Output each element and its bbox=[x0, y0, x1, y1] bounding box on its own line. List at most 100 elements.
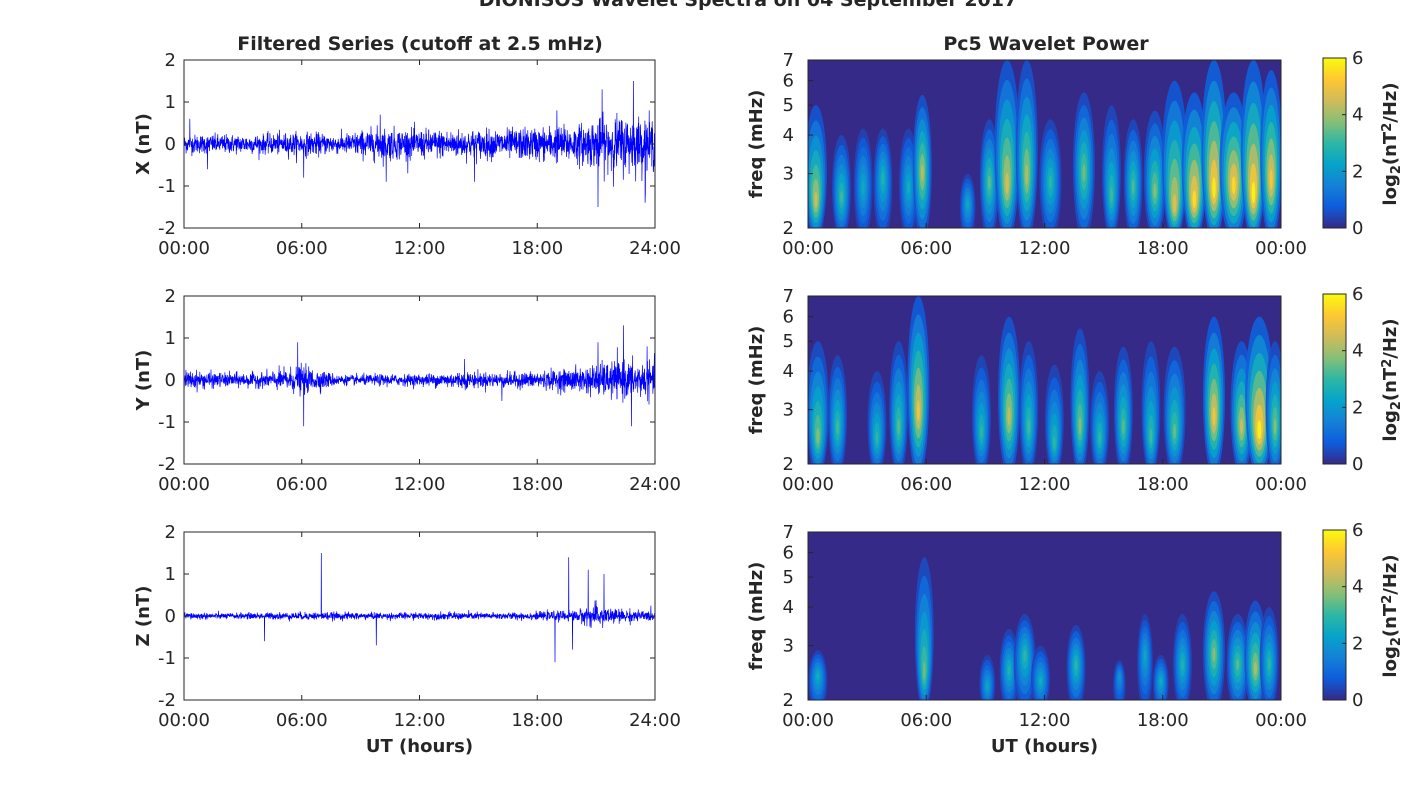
x-tick-label: 00:00 bbox=[782, 474, 834, 495]
spectral-blob bbox=[1025, 164, 1029, 186]
x-tick-label: 00:00 bbox=[158, 710, 210, 731]
spectral-blob bbox=[1253, 661, 1257, 676]
colorbar: 6 4 2 0 log2(nT2/Hz) bbox=[1322, 520, 1404, 711]
colorbar-tick-label: 0 bbox=[1352, 454, 1363, 475]
spectral-blob bbox=[1007, 665, 1011, 676]
y-tick-label: 4 bbox=[783, 597, 794, 618]
colorbar-label: log2(nT2/Hz) bbox=[1380, 318, 1404, 441]
panels: 210-1-200:00 06:00 12:00 18:00 24:00X (nT)21… bbox=[133, 48, 1404, 757]
colorbar: 6 4 2 0 log2(nT2/Hz) bbox=[1322, 48, 1404, 239]
y-tick-label: 5 bbox=[783, 567, 794, 588]
spectral-blob bbox=[1181, 658, 1184, 671]
spectral-blob bbox=[1053, 435, 1056, 449]
y-tick-label: 2 bbox=[165, 50, 176, 71]
colorbar-gradient bbox=[1323, 58, 1346, 228]
y-tick-label: 1 bbox=[165, 564, 176, 585]
x-tick-label: 12:00 bbox=[1019, 238, 1071, 259]
spectral-blob bbox=[1078, 417, 1082, 435]
spectral-blob bbox=[1027, 418, 1031, 435]
x-tick-label: 00:00 bbox=[782, 238, 834, 259]
colorbar-gradient bbox=[1323, 530, 1346, 700]
y-tick-label: 7 bbox=[783, 522, 794, 543]
y-axis-label: freq (mHz) bbox=[746, 90, 767, 199]
y-tick-label: 4 bbox=[783, 361, 794, 382]
y-tick-label: 7 bbox=[783, 286, 794, 307]
x-tick-label: 18:00 bbox=[511, 474, 563, 495]
spectral-blob bbox=[836, 420, 839, 435]
x-tick-label: 18:00 bbox=[1137, 238, 1189, 259]
colorbar-tick-label: 6 bbox=[1352, 48, 1363, 69]
x-tick-label: 12:00 bbox=[394, 710, 446, 731]
y-axis-label: freq (mHz) bbox=[746, 326, 767, 435]
spectral-blob bbox=[922, 661, 926, 680]
spectral-blob bbox=[1251, 181, 1256, 204]
colorbar-tick-label: 6 bbox=[1352, 284, 1363, 305]
spectral-blob bbox=[840, 190, 843, 204]
spectral-blob bbox=[1269, 169, 1273, 190]
spectral-blob bbox=[1212, 647, 1216, 662]
spectral-blob bbox=[1273, 418, 1277, 435]
spectral-blob bbox=[966, 200, 969, 208]
spectral-blob bbox=[987, 175, 991, 190]
figure-suptitle: DIONISOS Wavelet Spectra on 04 September… bbox=[479, 0, 1017, 11]
series-line-y bbox=[183, 325, 656, 427]
y-tick-label: -2 bbox=[158, 690, 176, 711]
right-column-title: Pc5 Wavelet Power bbox=[943, 33, 1149, 55]
colorbar-tick-label: 2 bbox=[1352, 633, 1363, 654]
colorbar-label: log2(nT2/Hz) bbox=[1380, 554, 1404, 677]
x-axis-label-right: UT (hours) bbox=[991, 736, 1098, 757]
spectral-blob bbox=[1212, 406, 1216, 426]
y-tick-label: 3 bbox=[783, 400, 794, 421]
y-axis-label: Z (nT) bbox=[133, 586, 154, 647]
spectral-blob bbox=[920, 164, 924, 182]
colorbar-tick-label: 6 bbox=[1352, 520, 1363, 541]
x-tick-label: 18:00 bbox=[511, 238, 563, 259]
spectral-blob bbox=[1172, 423, 1177, 440]
y-axis-label: freq (mHz) bbox=[746, 562, 767, 671]
spectral-blob bbox=[1118, 673, 1121, 680]
x-tick-label: 12:00 bbox=[1019, 710, 1071, 731]
y-tick-label: 1 bbox=[165, 92, 176, 113]
colorbar-label: log2(nT2/Hz) bbox=[1380, 82, 1404, 205]
spectral-blob bbox=[1159, 678, 1162, 685]
colorbar-tick-label: 4 bbox=[1352, 577, 1363, 598]
spectral-blob bbox=[861, 180, 865, 194]
spectral-blob bbox=[1240, 418, 1244, 435]
spectral-blob bbox=[916, 400, 920, 422]
x-tick-label: 06:00 bbox=[276, 710, 328, 731]
colorbar-tick-label: 0 bbox=[1352, 690, 1363, 711]
spectrogram-background bbox=[808, 296, 1281, 464]
timeseries-panel-y: 2 1 0 -1 -200:00 06:00 12:00 18:00 24:00 Y (nT) bbox=[133, 286, 681, 495]
spectrogram-blobs bbox=[808, 557, 1279, 700]
y-tick-label: 4 bbox=[783, 125, 794, 146]
spectral-blob bbox=[1153, 183, 1157, 199]
y-tick-label: 2 bbox=[165, 286, 176, 307]
series-line-x bbox=[183, 80, 656, 208]
colorbar-tick-label: 0 bbox=[1352, 218, 1363, 239]
spectral-blob bbox=[1082, 164, 1086, 182]
y-tick-label: -1 bbox=[158, 648, 176, 669]
spectral-blob bbox=[814, 191, 818, 208]
spectral-blob bbox=[1236, 658, 1240, 671]
x-tick-label: 00:00 bbox=[1255, 710, 1307, 731]
colorbar-gradient bbox=[1323, 294, 1346, 464]
spectral-blob bbox=[875, 431, 879, 444]
spectral-blob bbox=[1143, 650, 1147, 662]
colorbar-frame bbox=[1322, 57, 1347, 229]
y-axis-label: Y (nT) bbox=[133, 350, 154, 412]
spectral-blob bbox=[816, 427, 820, 444]
colorbar-tick-label: 4 bbox=[1352, 341, 1363, 362]
spectral-blob bbox=[1121, 419, 1125, 435]
x-tick-label: 24:00 bbox=[629, 238, 681, 259]
left-column-title: Filtered Series (cutoff at 2.5 mHz) bbox=[237, 33, 603, 55]
spectral-blob bbox=[1110, 187, 1113, 204]
series-line-z bbox=[183, 552, 656, 663]
y-tick-label: -1 bbox=[158, 412, 176, 433]
spectral-blob bbox=[1005, 172, 1009, 194]
y-tick-label: 0 bbox=[165, 134, 176, 155]
x-tick-label: 00:00 bbox=[782, 710, 834, 731]
x-tick-label: 18:00 bbox=[1137, 710, 1189, 731]
spectral-blob bbox=[1257, 420, 1262, 440]
spectral-blob bbox=[1231, 176, 1236, 194]
